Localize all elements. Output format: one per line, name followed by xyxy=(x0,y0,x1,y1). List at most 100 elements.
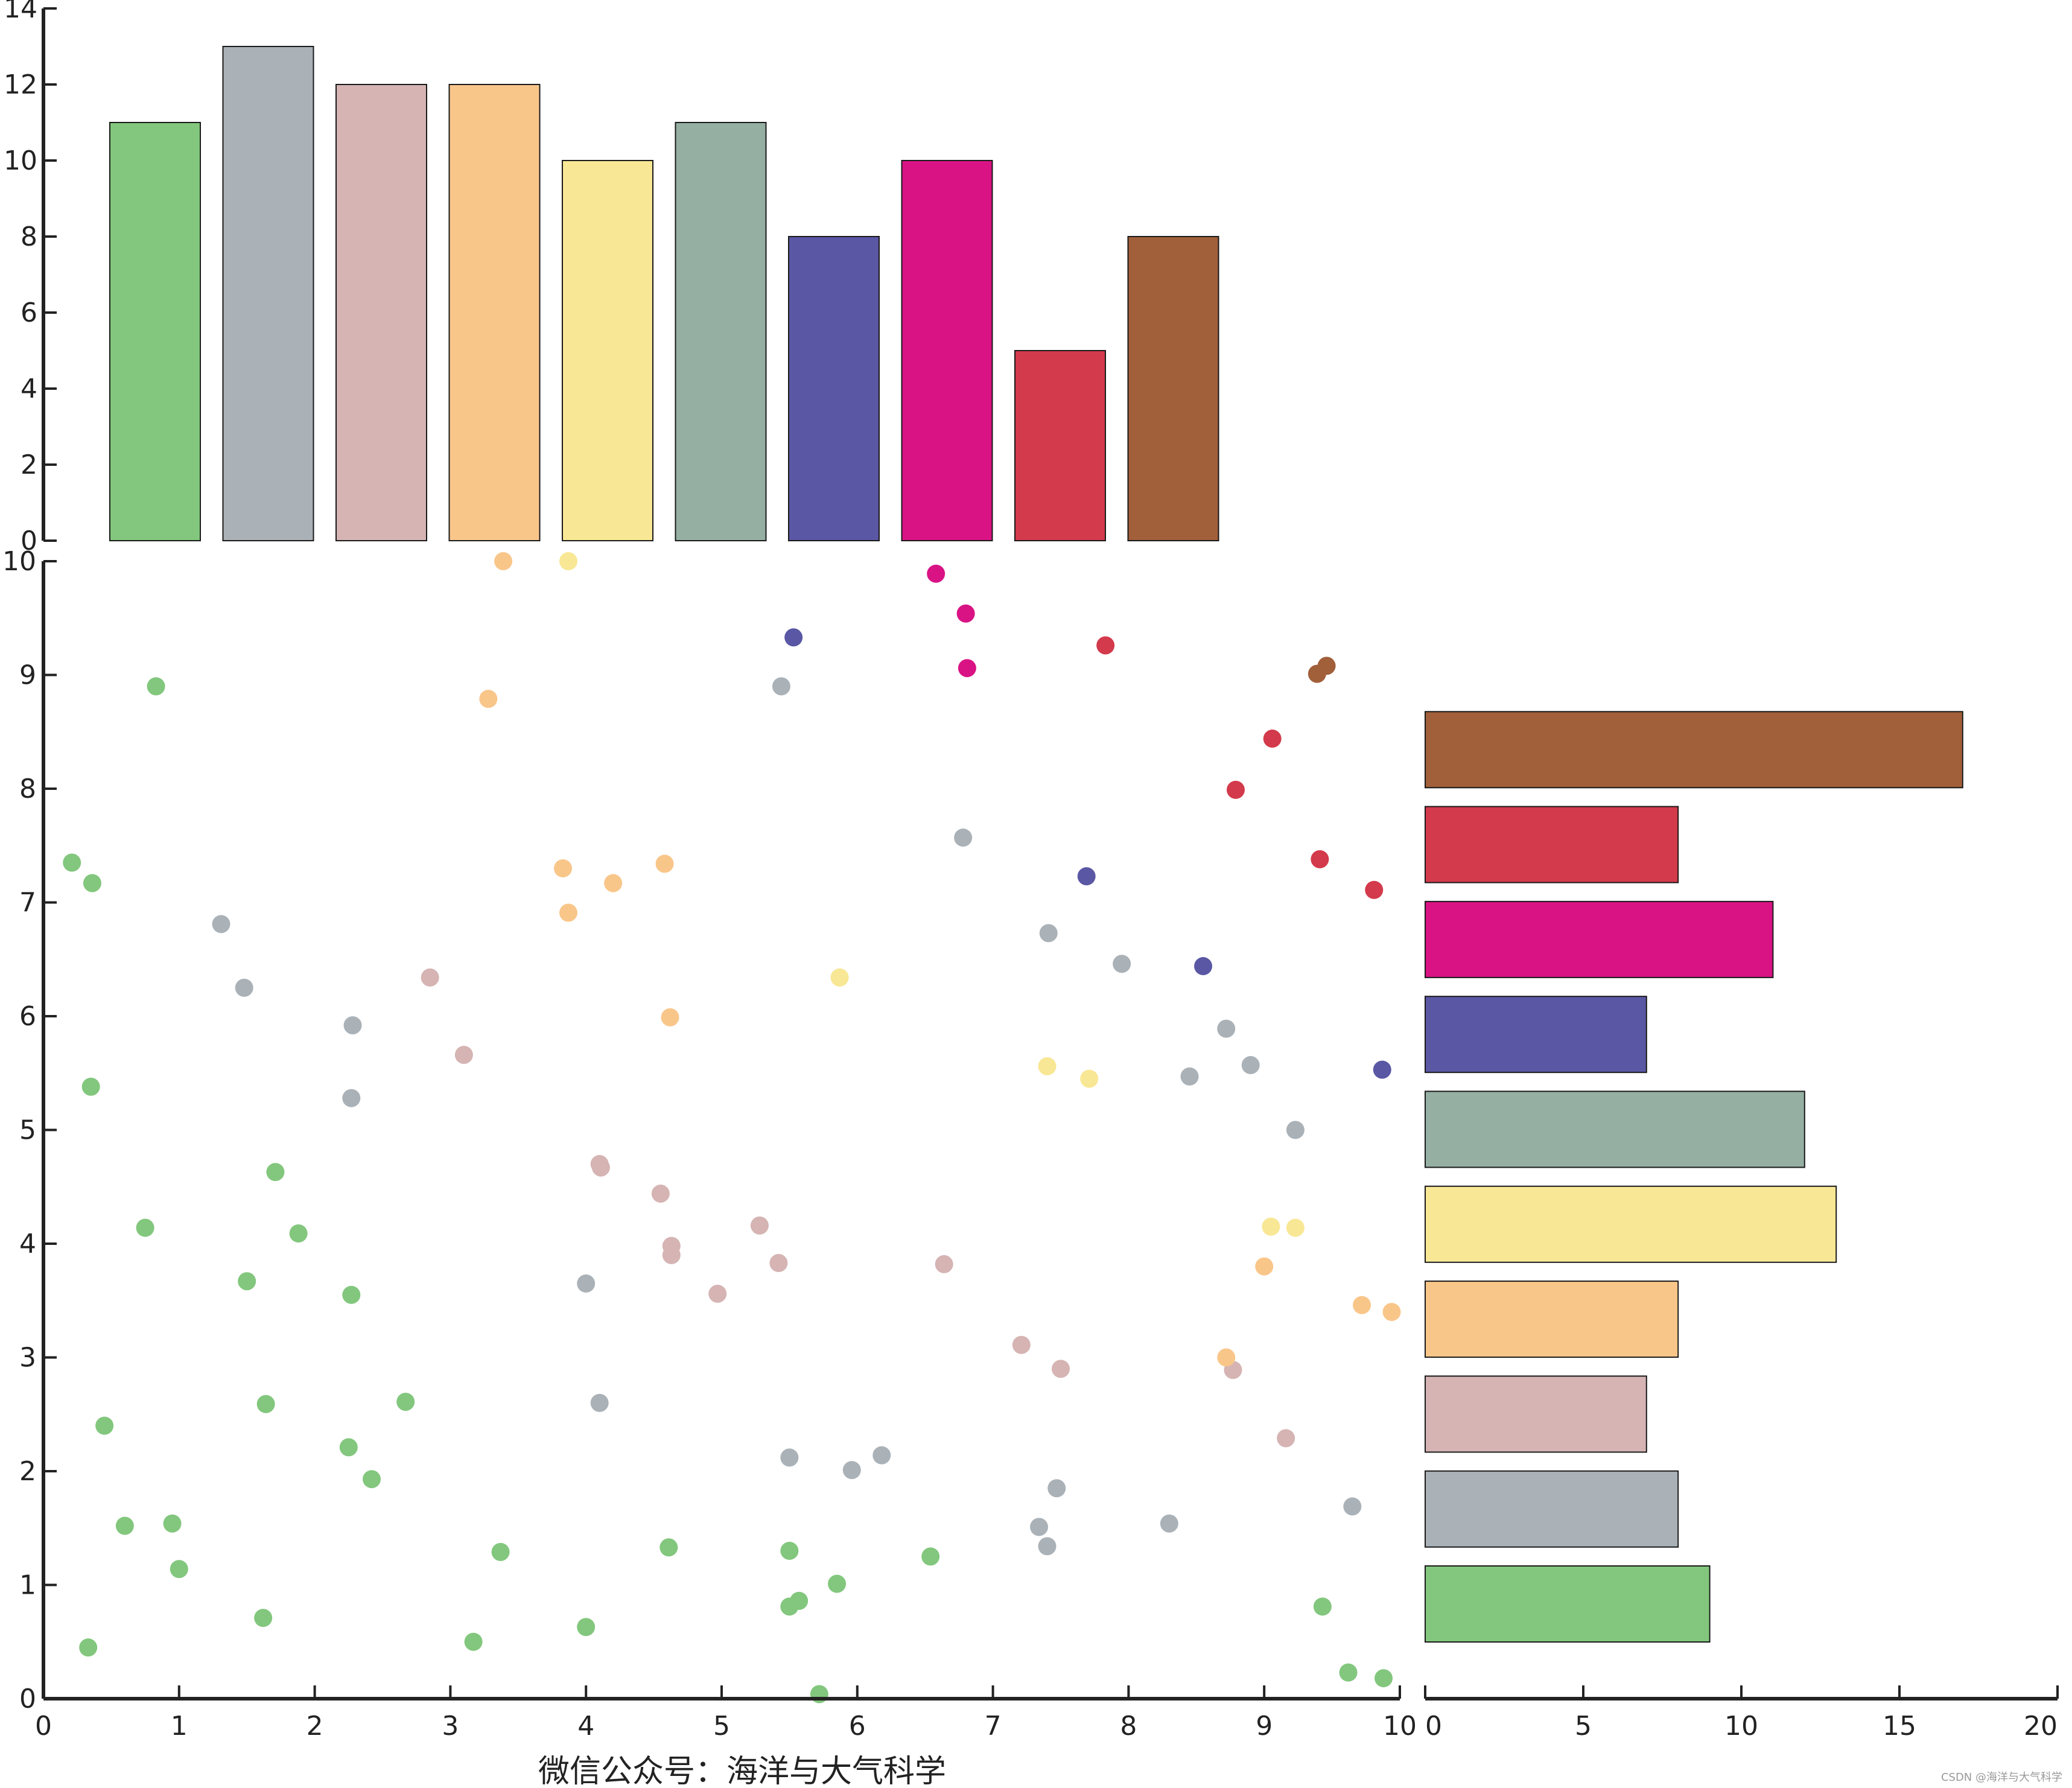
top-y-tick-label: 6 xyxy=(21,297,37,328)
right-x-tick-label: 0 xyxy=(1425,1711,1442,1742)
scatter-point-s1-6 xyxy=(115,1516,134,1535)
scatter-point-s4-3 xyxy=(553,859,572,877)
scatter-point-s10-2 xyxy=(1317,657,1336,675)
scatter-point-s3-11 xyxy=(935,1255,953,1273)
right-bar-4 xyxy=(1425,1281,1679,1358)
scatter-point-s2-5 xyxy=(577,1274,596,1293)
scatter-point-s3-9 xyxy=(750,1216,769,1235)
right-bar-10 xyxy=(1425,711,1963,789)
scatter-point-s8-3 xyxy=(958,659,976,678)
scatter-x-tick-label: 4 xyxy=(577,1711,594,1742)
watermark-text: CSDN @海洋与大气科学 xyxy=(1941,1771,2062,1784)
scatter-point-s4-10 xyxy=(1353,1296,1371,1314)
scatter-point-s9-4 xyxy=(1311,850,1329,868)
top-bar-9 xyxy=(1014,350,1106,541)
scatter-point-s2-4 xyxy=(343,1016,362,1035)
scatter-point-s4-9 xyxy=(1255,1257,1274,1276)
scatter-y-tick-label: 7 xyxy=(19,888,36,918)
scatter-point-s2-14 xyxy=(1039,924,1058,943)
scatter-point-s4-5 xyxy=(604,874,623,892)
scatter-y-tick-label: 2 xyxy=(19,1456,36,1487)
scatter-point-s1-11 xyxy=(238,1272,256,1291)
scatter-point-s2-8 xyxy=(780,1448,799,1467)
top-bar-10 xyxy=(1127,236,1219,541)
top-bar-2 xyxy=(222,46,314,541)
scatter-point-s2-21 xyxy=(1286,1121,1305,1139)
scatter-point-s7-3 xyxy=(1194,957,1213,976)
scatter-point-s1-30 xyxy=(1313,1597,1332,1616)
scatter-point-s4-6 xyxy=(655,854,674,873)
scatter-point-s4-1 xyxy=(479,690,498,708)
scatter-point-s2-3 xyxy=(342,1089,361,1107)
scatter-point-s1-18 xyxy=(363,1470,381,1489)
scatter-point-s1-12 xyxy=(254,1609,273,1627)
scatter-point-s9-1 xyxy=(1096,636,1115,655)
scatter-point-s1-5 xyxy=(95,1416,114,1435)
scatter-point-s2-10 xyxy=(872,1446,891,1465)
scatter-point-s7-2 xyxy=(1077,867,1096,886)
scatter-points xyxy=(63,552,1401,1704)
top-y-tick-label: 4 xyxy=(21,374,37,404)
scatter-point-s1-21 xyxy=(491,1542,510,1561)
scatter-point-s1-28 xyxy=(828,1574,847,1593)
scatter-point-s3-4 xyxy=(591,1158,610,1177)
scatter-point-s5-2 xyxy=(830,968,849,987)
top-bar-5 xyxy=(562,160,653,541)
right-bar-3 xyxy=(1425,1375,1647,1453)
scatter-point-s2-9 xyxy=(842,1461,861,1480)
scatter-point-s1-10 xyxy=(170,1560,188,1579)
scatter-point-s1-4 xyxy=(79,1638,98,1657)
scatter-point-s1-32 xyxy=(1374,1669,1393,1688)
scatter-point-s5-1 xyxy=(559,552,577,570)
top-bar-3 xyxy=(335,84,427,541)
scatter-x-tick-label: 3 xyxy=(442,1711,459,1742)
scatter-point-s2-22 xyxy=(1343,1497,1362,1516)
right-bar-2 xyxy=(1425,1470,1679,1548)
scatter-point-s2-18 xyxy=(1180,1067,1199,1086)
scatter-point-s1-1 xyxy=(63,853,81,872)
right-x-tick-label: 15 xyxy=(1883,1711,1916,1742)
scatter-point-s2-19 xyxy=(1217,1019,1236,1038)
right-x-tick-label: 10 xyxy=(1724,1711,1758,1742)
scatter-point-s1-22 xyxy=(577,1618,596,1637)
right-bar-5 xyxy=(1425,1185,1837,1263)
right-bar-1 xyxy=(1425,1565,1711,1643)
scatter-y-tick-label: 5 xyxy=(19,1115,36,1146)
scatter-point-s1-14 xyxy=(266,1163,285,1182)
scatter-point-s9-3 xyxy=(1263,730,1282,748)
scatter-point-s4-8 xyxy=(1217,1348,1236,1367)
scatter-x-tick-label: 2 xyxy=(307,1711,323,1742)
scatter-y-tick-label: 0 xyxy=(19,1684,36,1714)
scatter-point-s4-7 xyxy=(661,1008,679,1026)
top-y-tick-label: 0 xyxy=(21,526,37,556)
scatter-point-s5-5 xyxy=(1262,1217,1280,1236)
scatter-point-s1-29 xyxy=(921,1547,940,1566)
scatter-point-s7-4 xyxy=(1373,1060,1391,1079)
scatter-x-tick-label: 7 xyxy=(985,1711,1002,1742)
scatter-point-s1-19 xyxy=(396,1393,415,1411)
top-bar-1 xyxy=(109,122,201,541)
scatter-point-s2-13 xyxy=(1038,1537,1057,1556)
right-histogram-x-axis: 0 5 10 15 20 xyxy=(1424,1685,2059,1742)
scatter-point-s4-4 xyxy=(559,903,577,922)
scatter-y-tick-label: 9 xyxy=(19,660,36,691)
top-y-tick-label: 8 xyxy=(21,221,37,252)
scatter-point-s3-15 xyxy=(1277,1429,1295,1448)
right-bar-6 xyxy=(1425,1090,1805,1168)
scatter-point-s1-31 xyxy=(1339,1663,1358,1682)
scatter-y-tick-label: 6 xyxy=(19,1001,36,1032)
scatter-x-tick-label: 6 xyxy=(849,1711,866,1742)
scatter-x-tick-label: 5 xyxy=(713,1711,730,1742)
scatter-point-s5-3 xyxy=(1038,1057,1057,1075)
top-bar-7 xyxy=(788,236,880,541)
scatter-point-s2-2 xyxy=(235,978,253,997)
scatter-point-s1-16 xyxy=(339,1438,358,1457)
scatter-point-s3-12 xyxy=(1012,1335,1031,1354)
top-histogram-y-axis: 0 2 4 6 8 10 12 14 xyxy=(4,0,57,556)
scatter-point-s1-24 xyxy=(780,1541,799,1560)
right-histogram-bars xyxy=(1425,711,1963,1643)
scatter-x-tick-label: 9 xyxy=(1256,1711,1273,1742)
scatter-point-s2-20 xyxy=(1241,1056,1260,1075)
scatter-point-s1-20 xyxy=(464,1632,483,1651)
